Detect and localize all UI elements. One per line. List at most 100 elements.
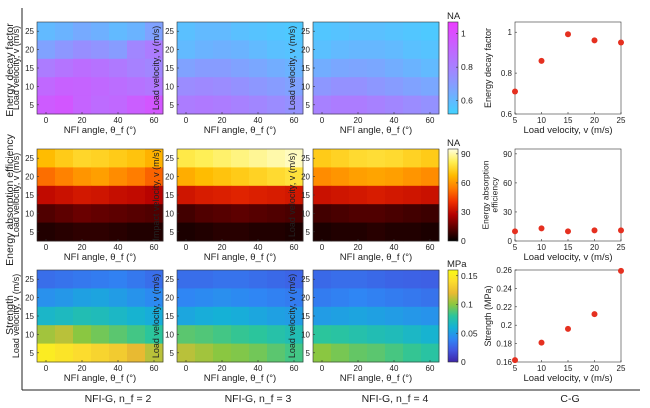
- heatmap-cell-r1c3-0-6: [421, 22, 440, 41]
- heatmap-cell-r2c2-3-0: [177, 204, 196, 223]
- x-tick-label-s2-10: 10: [537, 243, 546, 252]
- colorbar-unit-0: NA: [447, 11, 461, 22]
- y-tick-label-r3c2-25: 25: [165, 275, 174, 284]
- x-tick-label-r2c3-0: 0: [320, 243, 325, 252]
- x-axis-label-s3: Load velocity, v (m/s): [523, 373, 612, 384]
- y-tick-label-r3c3-25: 25: [301, 275, 310, 284]
- heatmap-cell-r1c3-4-3: [367, 95, 386, 115]
- heatmap-cell-r3c2-0-3: [231, 270, 250, 289]
- heatmap-cell-r2c2-1-5: [267, 167, 286, 187]
- heatmap-cell-r2c3-1-6: [421, 167, 440, 187]
- heatmap-cell-r3c3-3-4: [385, 325, 404, 344]
- heatmap-cell-r2c1-1-4: [109, 167, 128, 187]
- colorbar-tick-label-0-0: 1: [461, 29, 466, 39]
- y-tick-label-s2-0: 0: [508, 237, 513, 246]
- heatmap-cell-r2c1-0-4: [109, 149, 128, 168]
- heatmap-cell-r2c3-0-6: [421, 149, 440, 168]
- heatmap-cell-r2c1-4-1: [55, 222, 74, 242]
- heatmap-cell-r2c2-0-1: [195, 149, 214, 168]
- y-tick-label-r2c1-20: 20: [25, 173, 34, 182]
- heatmap-cell-r1c2-0-5: [267, 22, 286, 41]
- x-tick-label-r3c3-40: 40: [390, 364, 399, 373]
- heatmap-cell-r3c1-3-5: [127, 325, 146, 344]
- heatmap-cell-r3c3-3-2: [349, 325, 368, 344]
- y-tick-label-r2c3-10: 10: [301, 209, 310, 218]
- y-tick-label-r2c1-10: 10: [25, 209, 34, 218]
- heatmap-cell-r2c2-1-2: [213, 167, 232, 187]
- x-tick-label-s1-10: 10: [537, 116, 546, 125]
- heatmap-cell-r2c2-2-1: [195, 185, 214, 205]
- colorbar-tick-label-2-0: 0.15: [461, 271, 478, 281]
- x-tick-label-s2-20: 20: [590, 243, 599, 252]
- scatter-frame-s2: [514, 148, 622, 242]
- heatmap-cell-r1c1-0-1: [55, 22, 74, 41]
- heatmap-cell-r2c1-4-5: [127, 222, 146, 242]
- heatmap-cell-r3c3-2-6: [421, 306, 440, 326]
- heatmap-cell-r1c2-0-4: [249, 22, 268, 41]
- heatmap-cell-r2c3-0-4: [385, 149, 404, 168]
- y-axis-label-r3c2: Load velocity, v (m/s): [151, 274, 161, 358]
- heatmap-cell-r2c3-3-5: [403, 204, 422, 223]
- heatmap-cell-r2c3-2-1: [331, 185, 350, 205]
- heatmap-cell-r1c3-3-5: [403, 77, 422, 96]
- heatmap-cell-r3c1-4-1: [55, 343, 74, 363]
- heatmap-cell-r3c1-0-0: [37, 270, 56, 289]
- heatmap-cell-r3c3-4-2: [349, 343, 368, 363]
- heatmap-cell-r1c2-3-5: [267, 77, 286, 96]
- heatmap-cell-r1c2-3-1: [195, 77, 214, 96]
- heatmap-cell-r1c1-2-4: [109, 58, 128, 78]
- y-tick-label-r1c2-20: 20: [165, 46, 174, 55]
- heatmap-cell-r2c3-0-5: [403, 149, 422, 168]
- heatmap-cell-r3c2-1-5: [267, 288, 286, 308]
- x-tick-label-r1c1-20: 20: [78, 116, 87, 125]
- x-tick-label-s3-15: 15: [564, 364, 573, 373]
- y-tick-label-r2c2-20: 20: [165, 173, 174, 182]
- x-tick-label-r3c1-20: 20: [78, 364, 87, 373]
- heatmap-cell-r3c2-2-2: [213, 306, 232, 326]
- heatmap-cell-r3c2-2-1: [195, 306, 214, 326]
- heatmap-cell-r2c2-1-3: [231, 167, 250, 187]
- heatmap-cell-r2c3-3-6: [421, 204, 440, 223]
- heatmap-cell-r1c3-1-6: [421, 40, 440, 60]
- heatmap-cell-r2c2-3-3: [231, 204, 250, 223]
- y-tick-label-r1c1-5: 5: [30, 101, 35, 110]
- x-tick-label-r3c2-60: 60: [290, 364, 299, 373]
- heatmap-cell-r2c1-2-4: [109, 185, 128, 205]
- heatmap-cell-r2c2-3-4: [249, 204, 268, 223]
- heatmap-cell-r3c1-4-6: [145, 343, 164, 363]
- y-tick-label-r2c1-25: 25: [25, 154, 34, 163]
- y-axis-label-r2c1: Load velocity, v (m/s): [11, 153, 21, 237]
- heatmap-cell-r2c2-0-4: [249, 149, 268, 168]
- heatmap-cell-r3c3-1-1: [331, 288, 350, 308]
- heatmap-cell-r2c1-4-3: [91, 222, 110, 242]
- colorbar-tick-label-2-1: 0.1: [461, 300, 473, 310]
- heatmap-cell-r1c3-4-2: [349, 95, 368, 115]
- scatter-point-s1-1: [538, 57, 545, 64]
- heatmap-cell-r1c1-4-0: [37, 95, 56, 115]
- scatter-point-s3-1: [538, 339, 545, 346]
- scatter-point-s3-4: [618, 267, 624, 274]
- heatmap-cell-r2c1-0-3: [91, 149, 110, 168]
- heatmap-cell-r3c3-3-1: [331, 325, 350, 344]
- heatmap-cell-r1c2-1-1: [195, 40, 214, 60]
- heatmap-cell-r1c3-3-6: [421, 77, 440, 96]
- y-tick-label-r1c2-5: 5: [170, 101, 175, 110]
- y-tick-label-s3-0.18: 0.18: [496, 340, 512, 349]
- heatmap-cell-r1c1-4-2: [73, 95, 92, 115]
- heatmap-cell-r3c2-3-0: [177, 325, 196, 344]
- scatter-point-s1-2: [565, 31, 571, 38]
- heatmap-cell-r1c3-1-5: [403, 40, 422, 60]
- heatmap-cell-r2c3-3-2: [349, 204, 368, 223]
- col-label-cg: C-G: [560, 393, 579, 405]
- y-tick-label-r1c1-20: 20: [25, 46, 34, 55]
- y-tick-label-r3c2-10: 10: [165, 330, 174, 339]
- heatmap-cell-r2c1-3-6: [145, 204, 164, 223]
- heatmap-cell-r2c1-3-0: [37, 204, 56, 223]
- y-axis-label-r2c3: Load velocity, v (m/s): [287, 153, 297, 237]
- colorbar-tick-label-0-1: 0.8: [461, 62, 473, 72]
- heatmap-cell-r2c3-1-1: [331, 167, 350, 187]
- heatmap-cell-r3c3-4-5: [403, 343, 422, 363]
- heatmap-cell-r2c2-2-0: [177, 185, 196, 205]
- heatmap-cell-r1c2-1-0: [177, 40, 196, 60]
- heatmap-cell-r2c1-2-0: [37, 185, 56, 205]
